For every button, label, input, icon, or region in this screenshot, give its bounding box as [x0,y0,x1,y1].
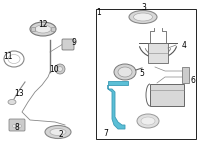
Text: 10: 10 [49,65,59,74]
Ellipse shape [8,100,16,105]
Ellipse shape [114,64,136,80]
Ellipse shape [137,114,159,128]
FancyBboxPatch shape [62,39,74,50]
Text: 9: 9 [72,38,76,47]
Circle shape [55,64,65,74]
FancyBboxPatch shape [9,119,25,131]
Text: 13: 13 [14,89,24,98]
Circle shape [58,66,62,71]
Polygon shape [108,81,128,85]
Text: 12: 12 [38,20,48,30]
Ellipse shape [141,117,155,125]
Ellipse shape [50,128,66,136]
Text: 6: 6 [191,76,195,85]
Text: 4: 4 [182,41,186,50]
Circle shape [12,125,16,127]
Ellipse shape [45,126,71,138]
Circle shape [18,125,22,127]
Bar [51,27,55,31]
Text: 3: 3 [142,3,146,12]
Bar [31,27,35,31]
Text: 7: 7 [104,128,108,138]
Text: 1: 1 [97,8,101,17]
Ellipse shape [134,13,153,21]
Bar [150,84,184,106]
Text: 5: 5 [140,69,144,78]
Bar [148,43,168,63]
Text: 2: 2 [59,130,63,139]
Text: 8: 8 [15,123,19,132]
Ellipse shape [129,10,157,24]
Polygon shape [108,85,125,129]
Ellipse shape [30,22,56,36]
Bar [96,9,196,139]
Bar [182,67,189,83]
Ellipse shape [35,25,51,33]
Ellipse shape [118,67,132,77]
Text: 11: 11 [3,52,12,61]
